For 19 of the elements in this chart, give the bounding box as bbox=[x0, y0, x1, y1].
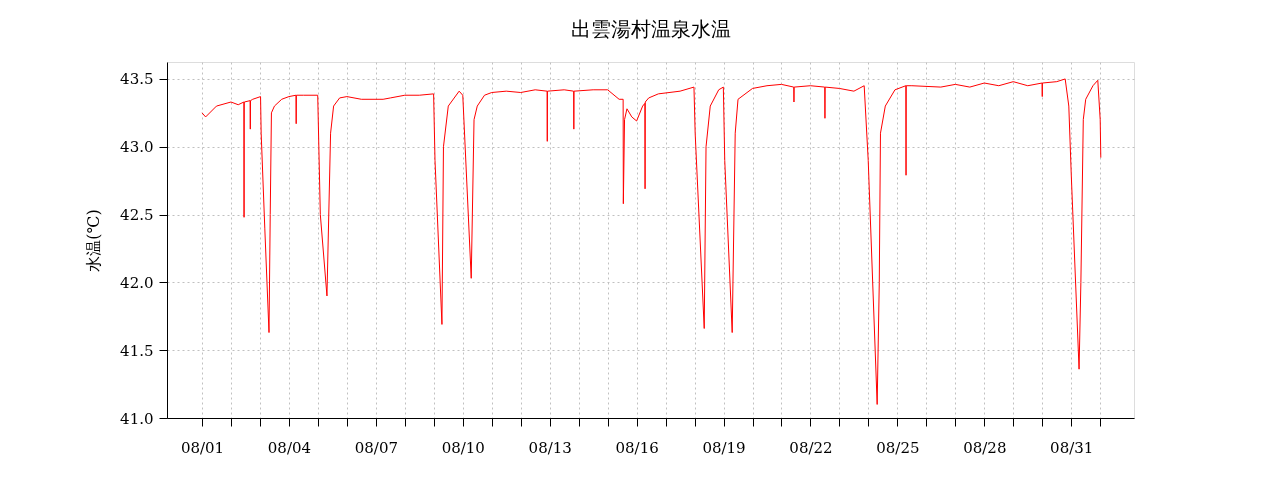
y-tick-label: 41.5 bbox=[120, 341, 154, 360]
y-tick-label: 43.0 bbox=[120, 138, 154, 157]
x-tick-label: 08/28 bbox=[963, 438, 1007, 457]
x-tick-label: 08/22 bbox=[789, 438, 833, 457]
x-tick-label: 08/19 bbox=[702, 438, 746, 457]
y-tick-label: 42.5 bbox=[120, 206, 154, 225]
y-axis-title: 水温(℃) bbox=[84, 209, 104, 272]
y-tick-label: 43.5 bbox=[120, 70, 154, 89]
y-tick-label: 41.0 bbox=[120, 409, 154, 428]
x-tick-label: 08/01 bbox=[180, 438, 225, 457]
y-tick-label: 42.0 bbox=[120, 273, 154, 292]
chart-title: 出雲湯村温泉水温 bbox=[570, 17, 731, 41]
x-tick-label: 08/10 bbox=[441, 438, 485, 457]
x-tick-label: 08/04 bbox=[267, 438, 312, 457]
x-tick-label: 08/25 bbox=[876, 438, 920, 457]
x-tick-label: 08/13 bbox=[528, 438, 572, 457]
x-tick-label: 08/16 bbox=[615, 438, 659, 457]
x-tick-label: 08/07 bbox=[354, 438, 398, 457]
x-tick-label: 08/31 bbox=[1050, 438, 1094, 457]
